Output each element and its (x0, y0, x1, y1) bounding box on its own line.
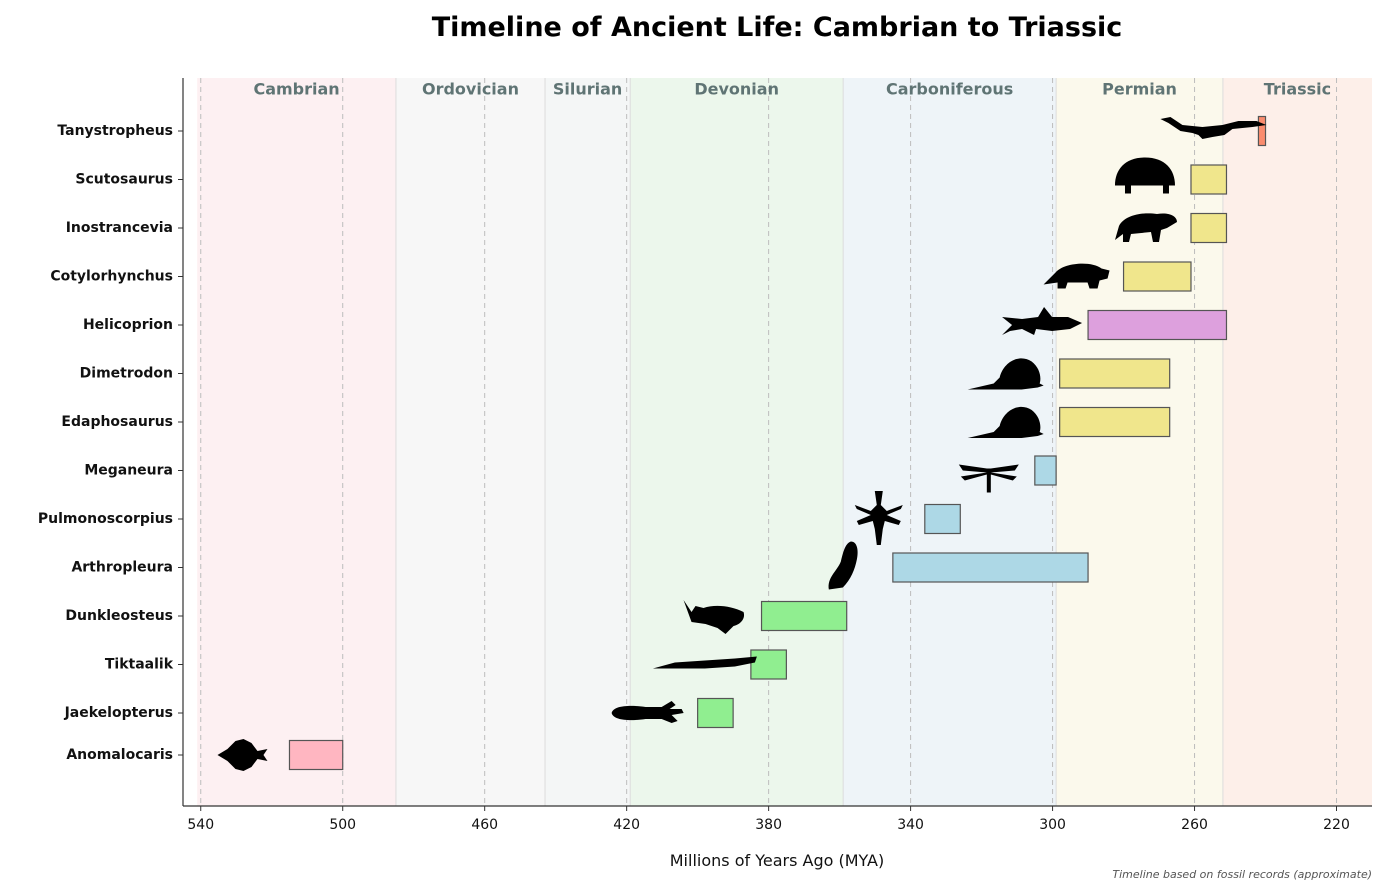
x-tick-label: 540 (187, 817, 214, 833)
y-label-jaekelopterus: Jaekelopterus (64, 705, 173, 721)
anomalocaris-icon (217, 739, 268, 771)
fish-tetrapod-icon (652, 656, 757, 669)
y-label-edaphosaurus: Edaphosaurus (61, 414, 173, 430)
y-label-inostrancevia: Inostrancevia (66, 220, 173, 236)
period-label-devonian: Devonian (694, 80, 779, 99)
period-band-silurian (545, 78, 631, 806)
y-label-cotylorhynchus: Cotylorhynchus (50, 269, 173, 285)
millipede-icon (828, 541, 858, 590)
x-tick-label: 220 (1323, 817, 1350, 833)
shark-icon (1002, 307, 1083, 335)
bar-scutosaurus (1190, 164, 1228, 195)
period-label-silurian: Silurian (553, 80, 622, 99)
period-band-triassic (1222, 78, 1372, 806)
sea-scorpion-icon (611, 701, 684, 723)
bar-cotylorhynchus (1122, 261, 1192, 292)
y-label-helicoprion: Helicoprion (83, 317, 173, 333)
x-tick-label: 500 (329, 817, 356, 833)
armored-reptile-icon (1114, 157, 1175, 194)
y-label-scutosaurus: Scutosaurus (75, 172, 173, 188)
x-axis: 540 500 460 420 380 340 300 260 220 (183, 805, 1372, 833)
x-tick-label: 420 (613, 817, 640, 833)
x-tick-label: 380 (755, 817, 782, 833)
bar-pulmonoscorpius (924, 503, 961, 535)
y-label-arthropleura: Arthropleura (71, 560, 173, 576)
bar-edaphosaurus (1059, 406, 1171, 438)
bar-inostrancevia (1190, 212, 1228, 244)
armored-fish-icon (683, 600, 745, 634)
x-tick-label: 300 (1039, 817, 1066, 833)
bar-meganeura (1034, 455, 1057, 486)
period-band-carboniferous (843, 78, 1057, 806)
y-label-dimetrodon: Dimetrodon (80, 366, 173, 382)
bar-arthropleura (892, 552, 1089, 583)
y-axis: Tanystropheus Scutosaurus Inostrancevia Cot… (38, 78, 184, 806)
organism-icons (217, 117, 1267, 771)
y-label-dunkleosteus: Dunkleosteus (65, 608, 173, 624)
x-tick-label: 460 (471, 817, 498, 833)
y-label-tanystropheus: Tanystropheus (57, 123, 173, 139)
period-bands (197, 78, 1372, 806)
organism-bars (288, 115, 1267, 771)
caseid-icon (1043, 263, 1110, 289)
bar-tiktaalik (750, 649, 787, 680)
sail-back-reptile-icon (967, 358, 1044, 390)
bar-dimetrodon (1059, 358, 1171, 389)
period-band-ordovician (395, 78, 546, 806)
period-label-cambrian: Cambrian (253, 80, 339, 99)
sail-back-reptile-icon (967, 406, 1044, 438)
period-band-permian (1056, 78, 1223, 806)
period-labels: Cambrian Ordovician Silurian Devonian Carbon… (253, 80, 1331, 99)
bar-dunkleosteus (760, 600, 848, 632)
y-label-pulmonoscorpius: Pulmonoscorpius (38, 511, 173, 527)
period-label-permian: Permian (1102, 80, 1177, 99)
period-label-ordovician: Ordovician (422, 80, 519, 99)
bar-jaekelopterus (697, 697, 734, 729)
footnote: Timeline based on fossil records (approx… (1112, 868, 1372, 881)
bar-anomalocaris (288, 739, 344, 771)
period-band-cambrian (197, 78, 396, 806)
period-band-devonian (630, 78, 844, 806)
gorgonopsid-icon (1114, 213, 1177, 242)
y-label-anomalocaris: Anomalocaris (66, 747, 173, 763)
period-label-carboniferous: Carboniferous (886, 80, 1013, 99)
x-tick-label: 260 (1181, 817, 1208, 833)
dragonfly-icon (958, 464, 1019, 493)
bar-tanystropheus (1257, 115, 1267, 147)
long-neck-reptile-icon (1160, 117, 1267, 139)
y-label-tiktaalik: Tiktaalik (105, 657, 174, 673)
bar-helicoprion (1087, 309, 1228, 341)
period-label-triassic: Triassic (1264, 80, 1331, 99)
chart-title: Timeline of Ancient Life: Cambrian to Tr… (432, 12, 1123, 43)
y-label-meganeura: Meganeura (84, 463, 173, 479)
x-tick-label: 340 (897, 817, 924, 833)
scorpion-icon (854, 491, 903, 545)
x-axis-title: Millions of Years Ago (MYA) (670, 851, 884, 870)
grid-lines (200, 78, 1338, 806)
